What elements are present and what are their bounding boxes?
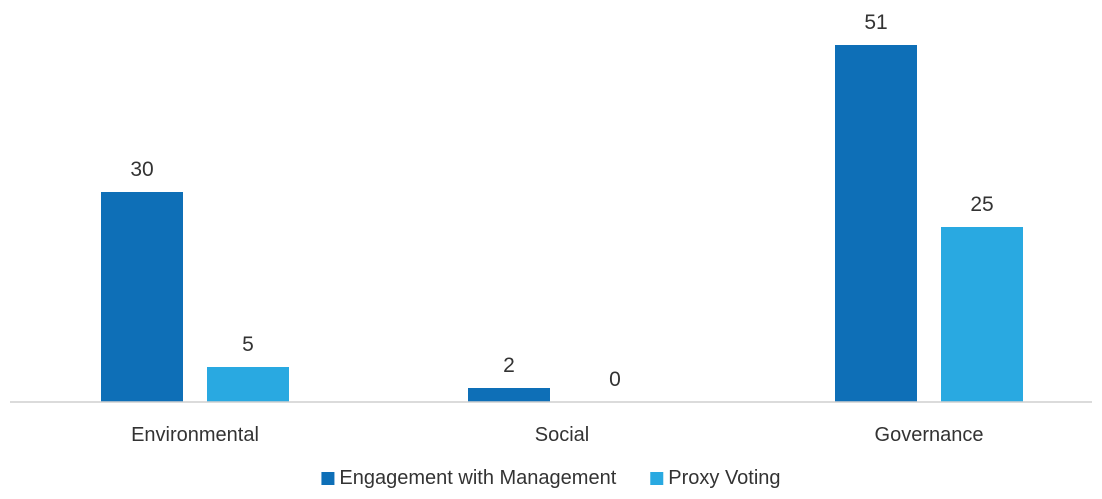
- data-label-social-proxy-voting: 0: [609, 368, 621, 391]
- x-axis-ticks: Environmental Social Governance: [131, 424, 983, 446]
- x-tick-label-environmental: Environmental: [131, 424, 259, 446]
- data-label-governance-proxy-voting: 25: [970, 193, 993, 216]
- data-label-social-engagement-with-management: 2: [503, 354, 515, 377]
- legend-label-engagement-with-management: Engagement with Management: [339, 467, 616, 489]
- bar-environmental-proxy-voting: [207, 367, 289, 402]
- legend-swatch-proxy-voting: [650, 472, 664, 485]
- data-label-environmental-proxy-voting: 5: [242, 333, 254, 356]
- data-label-governance-engagement-with-management: 51: [864, 11, 887, 34]
- data-label-environmental-engagement-with-management: 30: [130, 158, 153, 181]
- x-tick-label-social: Social: [535, 424, 589, 446]
- x-tick-label-governance: Governance: [875, 424, 984, 446]
- legend: Engagement with Management Proxy Voting: [321, 467, 781, 489]
- bar-governance-proxy-voting: [941, 227, 1023, 402]
- legend-swatch-engagement-with-management: [321, 472, 335, 485]
- bar-governance-engagement-with-management: [835, 45, 917, 402]
- bar-environmental-engagement-with-management: [101, 192, 183, 402]
- value-labels-layer: 30 2 51 5 0 25: [130, 11, 993, 391]
- bars-layer: [101, 45, 1023, 402]
- bar-social-engagement-with-management: [468, 388, 550, 402]
- legend-label-proxy-voting: Proxy Voting: [668, 467, 780, 489]
